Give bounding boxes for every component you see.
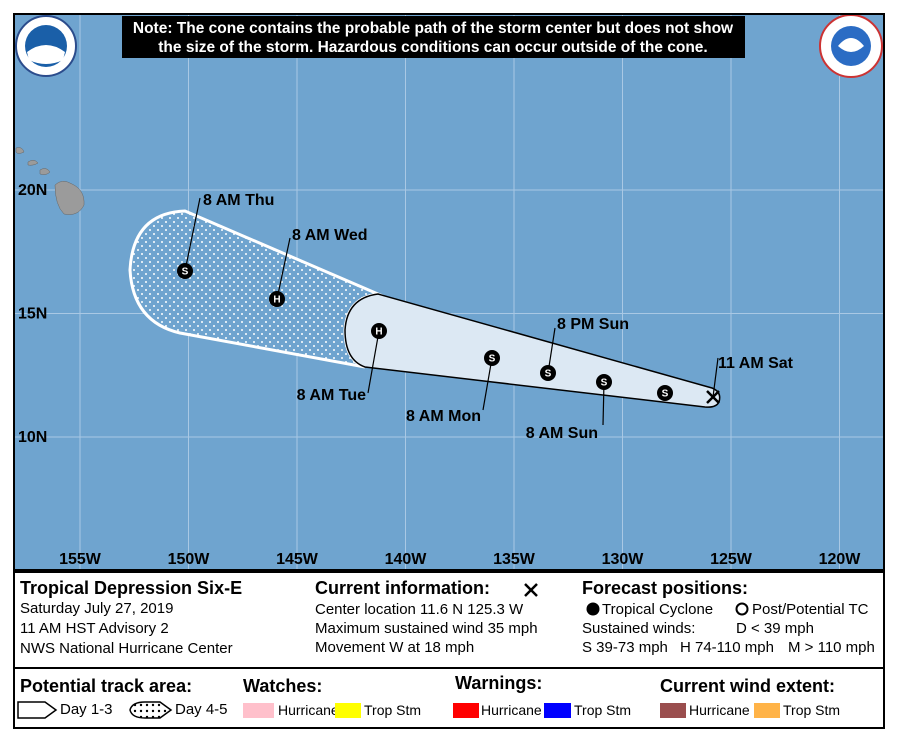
track-time: 8 PM Sun: [557, 316, 629, 333]
note: the size of the storm. Hazardous conditi…: [158, 39, 707, 56]
note: Note: The cone contains the probable pat…: [133, 20, 734, 37]
track-area-title: Potential track area:: [20, 676, 192, 696]
wind-trop: Trop Stm: [783, 702, 840, 718]
swatch: [660, 703, 686, 718]
track-symbol: H: [375, 327, 382, 338]
track-time: 8 AM Thu: [203, 192, 274, 209]
track-point: [657, 385, 673, 401]
track-point: [177, 263, 193, 279]
track-time: 8 AM Tue: [297, 387, 366, 404]
warn-trop: Trop Stm: [574, 702, 631, 718]
cone-day1-3: [344, 293, 721, 408]
watch-hurricane: Hurricane: [278, 702, 339, 718]
wind-hurricane: Hurricane: [689, 702, 750, 718]
current-position: [706, 390, 720, 404]
source: NWS National Hurricane Center: [20, 640, 233, 657]
lon-label: 140W: [385, 551, 428, 568]
hawaii: [15, 147, 85, 215]
lon-label: 150W: [168, 551, 211, 568]
track-symbol: S: [662, 389, 669, 400]
h-label: H 74-110 mph: [680, 639, 774, 656]
swatch: [544, 703, 571, 718]
current-line: Center location 11.6 N 125.3 W: [315, 601, 524, 618]
s-label: S 39-73 mph: [582, 639, 668, 656]
lon-label: 125W: [710, 551, 753, 568]
note-box: [122, 16, 745, 58]
lat-label: 20N: [18, 182, 47, 199]
lon-label: 120W: [819, 551, 862, 568]
lat-label: 15N: [18, 306, 47, 323]
day45-icon: [129, 701, 173, 719]
watches-title: Watches:: [243, 676, 322, 696]
lon-label: 135W: [493, 551, 536, 568]
lat-label: 10N: [18, 429, 47, 446]
track-symbol: S: [545, 369, 552, 380]
date: Saturday July 27, 2019: [20, 600, 173, 617]
leader-lines: [184, 197, 719, 426]
swatch: [754, 703, 780, 718]
current-line: Maximum sustained wind 35 mph: [315, 620, 538, 637]
track-point: [269, 291, 285, 307]
swatch: [453, 703, 479, 718]
forecast-title: Forecast positions:: [582, 578, 748, 598]
storm-name: Tropical Depression Six-E: [20, 578, 242, 598]
warnings-title: Warnings:: [455, 673, 542, 693]
track-point: [371, 323, 387, 339]
swatch: [243, 703, 274, 718]
m-label: M > 110 mph: [788, 639, 875, 656]
lon-label: 145W: [276, 551, 319, 568]
current-line: Movement W at 18 mph: [315, 639, 474, 656]
track-point: [596, 374, 612, 390]
noaa-logo: [15, 15, 77, 77]
day13-label: Day 1-3: [60, 701, 113, 718]
track-time: 8 AM Sun: [526, 425, 598, 442]
watch-trop: Trop Stm: [364, 702, 421, 718]
advisory: 11 AM HST Advisory 2: [20, 620, 169, 637]
track-time: 11 AM Sat: [718, 355, 794, 372]
map-border: [13, 13, 885, 571]
track-symbol: S: [601, 378, 608, 389]
warn-hurricane: Hurricane: [481, 702, 542, 718]
winds-label: Sustained winds:: [582, 620, 695, 637]
tc-label: Tropical Cyclone: [602, 601, 713, 618]
swatch: [335, 703, 361, 718]
track-point: [540, 365, 556, 381]
wind-title: Current wind extent:: [660, 676, 835, 696]
track-symbol: H: [273, 295, 280, 306]
d-label: D < 39 mph: [736, 620, 814, 637]
track-symbol: S: [182, 267, 189, 278]
track: S S S S H H S: [177, 263, 673, 401]
grid: [14, 14, 884, 570]
track-time: 8 AM Mon: [406, 408, 481, 425]
day45-label: Day 4-5: [175, 701, 228, 718]
track-time: 8 AM Wed: [292, 227, 368, 244]
current-icon: [524, 583, 538, 597]
current-title: Current information:: [315, 578, 490, 598]
track-point: [484, 350, 500, 366]
ptc-label: Post/Potential TC: [752, 601, 869, 618]
track-symbol: S: [489, 354, 496, 365]
day13-icon: [17, 701, 58, 719]
lon-label: 155W: [59, 551, 102, 568]
tc-icon: [586, 602, 600, 616]
nws-logo: [819, 14, 883, 78]
lon-label: 130W: [602, 551, 645, 568]
ptc-icon: [735, 602, 749, 616]
